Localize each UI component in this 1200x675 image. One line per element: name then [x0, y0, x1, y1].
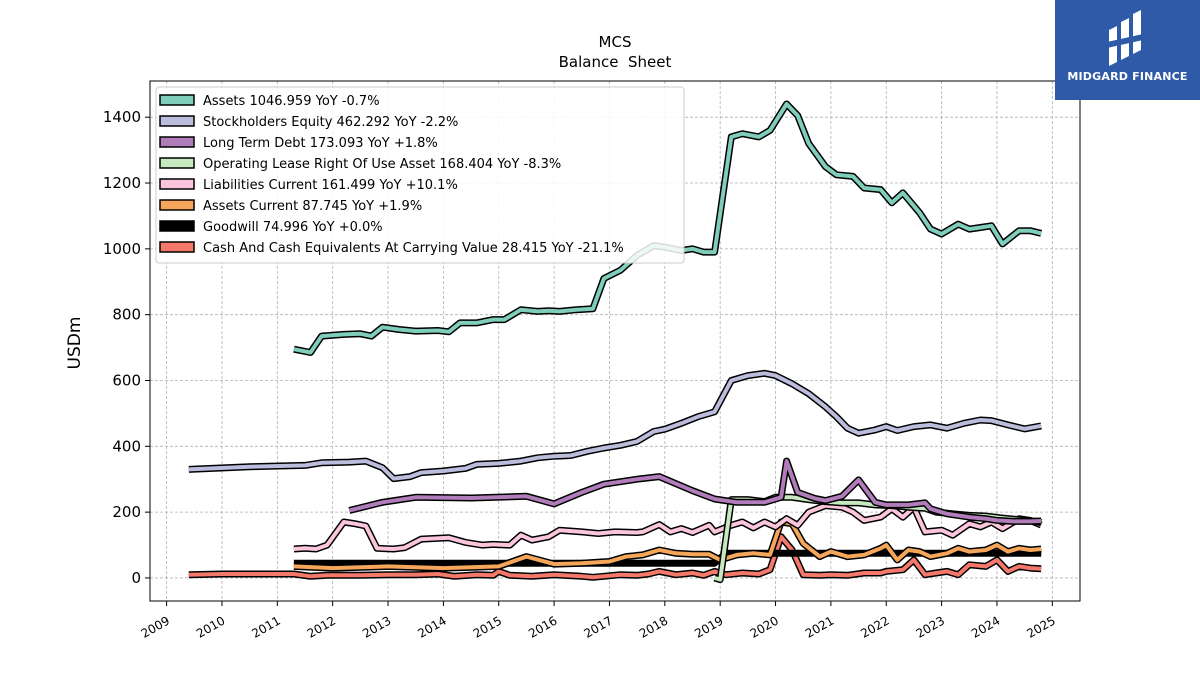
- legend-swatch: [159, 220, 195, 232]
- x-tick-label: 2009: [139, 613, 172, 640]
- logo-text: MIDGARD FINANCE: [1067, 70, 1188, 83]
- y-axis: 0 200 400 600 800 1000 1200 1400: [103, 108, 150, 587]
- logo-mark-icon: [1107, 10, 1143, 66]
- series-outline: [713, 493, 1043, 584]
- x-tick-label: 2019: [692, 613, 725, 640]
- series-line: [348, 459, 1042, 524]
- x-tick-label: 2015: [471, 613, 504, 640]
- y-tick-label: 600: [112, 371, 141, 389]
- legend-label: Goodwill 74.996 YoY +0.0%: [203, 220, 383, 235]
- x-tick-label: 2016: [526, 613, 559, 640]
- brand-logo: MIDGARD FINANCE: [1055, 0, 1200, 100]
- y-tick-label: 800: [112, 306, 141, 324]
- legend-swatch: [159, 178, 195, 190]
- x-tick-label: 2014: [415, 613, 448, 640]
- series-line: [293, 102, 1042, 355]
- y-axis-label: USDm: [65, 317, 85, 370]
- x-tick-label: 2010: [194, 613, 227, 640]
- x-tick-label: 2023: [914, 613, 947, 640]
- x-tick-label: 2012: [305, 613, 338, 640]
- chart-title: MCS: [599, 33, 632, 51]
- x-tick-label: 2017: [582, 613, 615, 640]
- y-tick-label: 0: [131, 569, 141, 587]
- legend-label: Assets 1046.959 YoY -0.7%: [203, 94, 380, 109]
- legend-label: Long Term Debt 173.093 YoY +1.8%: [203, 136, 438, 151]
- x-tick-label: 2020: [748, 613, 781, 640]
- chart-subtitle: Balance Sheet: [559, 53, 672, 71]
- legend-swatch: [159, 199, 195, 211]
- x-tick-label: 2022: [858, 613, 891, 640]
- y-tick-label: 400: [112, 437, 141, 455]
- series-line: [188, 534, 1042, 580]
- legend-label: Stockholders Equity 462.292 YoY -2.2%: [203, 115, 458, 130]
- y-tick-label: 1400: [103, 108, 141, 126]
- y-tick-label: 1000: [103, 240, 141, 258]
- legend-swatch: [159, 115, 195, 127]
- legend-label: Cash And Cash Equivalents At Carrying Va…: [203, 241, 624, 256]
- plot-frame: [149, 80, 1081, 602]
- series-lines: [188, 100, 1043, 584]
- series-line: [714, 495, 1042, 582]
- series-line: [293, 503, 1042, 551]
- x-tick-label: 2024: [969, 613, 1002, 640]
- x-tick-label: 2021: [803, 613, 836, 640]
- legend-label: Assets Current 87.745 YoY +1.9%: [203, 199, 422, 214]
- x-tick-label: 2011: [249, 613, 282, 640]
- legend-box: [155, 86, 685, 264]
- x-axis: 2009 2010 2011 2012 2013 2014 2015 2016 2017 2018…: [139, 601, 1058, 641]
- legend-label: Liabilities Current 161.499 YoY +10.1%: [203, 178, 458, 193]
- legend-swatch: [159, 157, 195, 169]
- legend-swatch: [159, 94, 195, 106]
- y-tick-label: 1200: [103, 174, 141, 192]
- legend-swatch: [159, 241, 195, 253]
- x-tick-label: 2025: [1024, 613, 1057, 640]
- legend: Assets 1046.959 YoY -0.7% Stockholders Eq…: [155, 86, 685, 264]
- x-tick-label: 2018: [637, 613, 670, 640]
- series-line: [188, 371, 1042, 481]
- x-tick-label: 2013: [360, 613, 393, 640]
- y-tick-label: 200: [112, 503, 141, 521]
- legend-label: Operating Lease Right Of Use Asset 168.4…: [203, 157, 561, 172]
- legend-swatch: [159, 136, 195, 148]
